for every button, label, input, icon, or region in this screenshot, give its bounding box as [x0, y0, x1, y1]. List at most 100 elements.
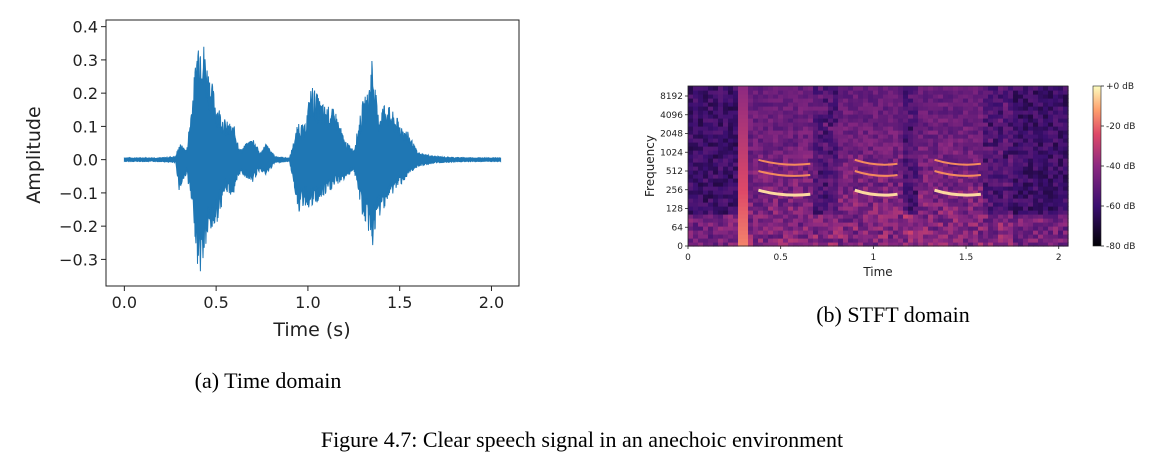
- spectrogram-cell: [978, 186, 984, 191]
- spectrogram-cell: [978, 134, 984, 139]
- spectrogram-cell: [928, 126, 934, 131]
- spectrogram-cell: [898, 86, 904, 91]
- spectrogram-cell: [748, 194, 754, 199]
- spectrogram-cell: [968, 206, 974, 211]
- spectrogram-cell: [718, 174, 724, 179]
- spectrogram-cell: [773, 142, 779, 147]
- spectrogram-cell: [978, 214, 984, 219]
- spectrogram-cell: [778, 106, 784, 111]
- spectrogram-cell: [738, 166, 744, 171]
- spectrogram-cell: [1053, 194, 1059, 199]
- spectrogram-cell: [888, 226, 894, 231]
- spectrogram-cell: [1013, 230, 1019, 235]
- spectrogram-cell: [688, 222, 694, 227]
- spectrogram-cell: [1018, 238, 1024, 243]
- spectrogram-cell: [718, 170, 724, 175]
- spectrogram-cell: [823, 98, 829, 103]
- spectrogram-cell: [863, 186, 869, 191]
- spectrogram-cell: [823, 154, 829, 159]
- spectrogram-cell: [1033, 170, 1039, 175]
- spectrogram-cell: [1043, 150, 1049, 155]
- spectrogram-cell: [1043, 222, 1049, 227]
- spectrogram-cell: [893, 158, 899, 163]
- time-y-tick-label: 0.4: [73, 18, 98, 37]
- spectrogram-cell: [1058, 210, 1064, 215]
- spectrogram-cell: [1048, 150, 1054, 155]
- spectrogram-cell: [1063, 114, 1069, 119]
- spectrogram-cell: [903, 102, 909, 107]
- spectrogram-cell: [733, 150, 739, 155]
- spectrogram-cell: [913, 142, 919, 147]
- spectrogram-cell: [1063, 158, 1069, 163]
- spectrogram-cell: [758, 154, 764, 159]
- spectrogram-cell: [978, 206, 984, 211]
- spectrogram-cell: [773, 138, 779, 143]
- spectrogram-cell: [1008, 242, 1014, 247]
- spectrogram-cell: [1053, 178, 1059, 183]
- spectrogram-cell: [1048, 178, 1054, 183]
- spectrogram-cell: [783, 122, 789, 127]
- spectrogram-cell: [883, 234, 889, 239]
- spectrogram-cell: [818, 190, 824, 195]
- spectrogram-cell: [808, 94, 814, 99]
- spectrogram-cell: [703, 174, 709, 179]
- spectrogram-cell: [993, 234, 999, 239]
- spectrogram-cell: [698, 130, 704, 135]
- spectrogram-cell: [1018, 198, 1024, 203]
- spectrogram-cell: [873, 158, 879, 163]
- spectrogram-cell: [968, 178, 974, 183]
- spectrogram-cell: [913, 98, 919, 103]
- spectrogram-cell: [703, 226, 709, 231]
- spectrogram-cell: [753, 102, 759, 107]
- spectrogram-cell: [1043, 206, 1049, 211]
- spectrogram-cell: [1048, 102, 1054, 107]
- spectrogram-cell: [818, 110, 824, 115]
- spectrogram-cell: [783, 214, 789, 219]
- spectrogram-cell: [703, 210, 709, 215]
- spectrogram-cell: [1043, 138, 1049, 143]
- spectrogram-cell: [783, 186, 789, 191]
- spectrogram-cell: [823, 86, 829, 91]
- spectrogram-cell: [748, 106, 754, 111]
- spectrogram-cell: [698, 170, 704, 175]
- spectrogram-cell: [1063, 98, 1069, 103]
- spectrogram-cell: [1023, 222, 1029, 227]
- spectrogram-cell: [938, 150, 944, 155]
- spectrogram-cell: [928, 130, 934, 135]
- spectrogram-cell: [813, 166, 819, 171]
- spectrogram-cell: [748, 150, 754, 155]
- spectrogram-cell: [808, 230, 814, 235]
- spectrogram-cell: [738, 178, 744, 183]
- spectrogram-cell: [833, 110, 839, 115]
- spectrogram-cell: [803, 186, 809, 191]
- spectrogram-cell: [933, 238, 939, 243]
- spectrogram-cell: [993, 210, 999, 215]
- spectrogram-cell: [728, 190, 734, 195]
- spectrogram-cell: [983, 110, 989, 115]
- spectrogram-cell: [843, 214, 849, 219]
- spectrogram-cell: [923, 126, 929, 131]
- spectrogram-cell: [1018, 222, 1024, 227]
- spectrogram-cell: [888, 126, 894, 131]
- spectrogram-cell: [878, 98, 884, 103]
- spectrogram-cell: [988, 102, 994, 107]
- spectrogram-cell: [788, 234, 794, 239]
- spectrogram-cell: [713, 182, 719, 187]
- spectrogram-cell: [828, 186, 834, 191]
- spectrogram-cell: [973, 234, 979, 239]
- spectrogram-cell: [938, 146, 944, 151]
- spectrogram-cell: [818, 142, 824, 147]
- spectrogram-cell: [1058, 126, 1064, 131]
- spectrogram-cell: [908, 158, 914, 163]
- spectrogram-cell: [688, 238, 694, 243]
- spectrogram-cell: [698, 234, 704, 239]
- spectrogram-cell: [833, 210, 839, 215]
- spectrogram-cell: [968, 138, 974, 143]
- spectrogram-cell: [763, 114, 769, 119]
- spectrogram-cell: [918, 202, 924, 207]
- spectrogram-cell: [1063, 106, 1069, 111]
- spectrogram-cell: [748, 226, 754, 231]
- spectrogram-cell: [723, 202, 729, 207]
- spectrogram-cell: [953, 146, 959, 151]
- spectrogram-cell: [1013, 238, 1019, 243]
